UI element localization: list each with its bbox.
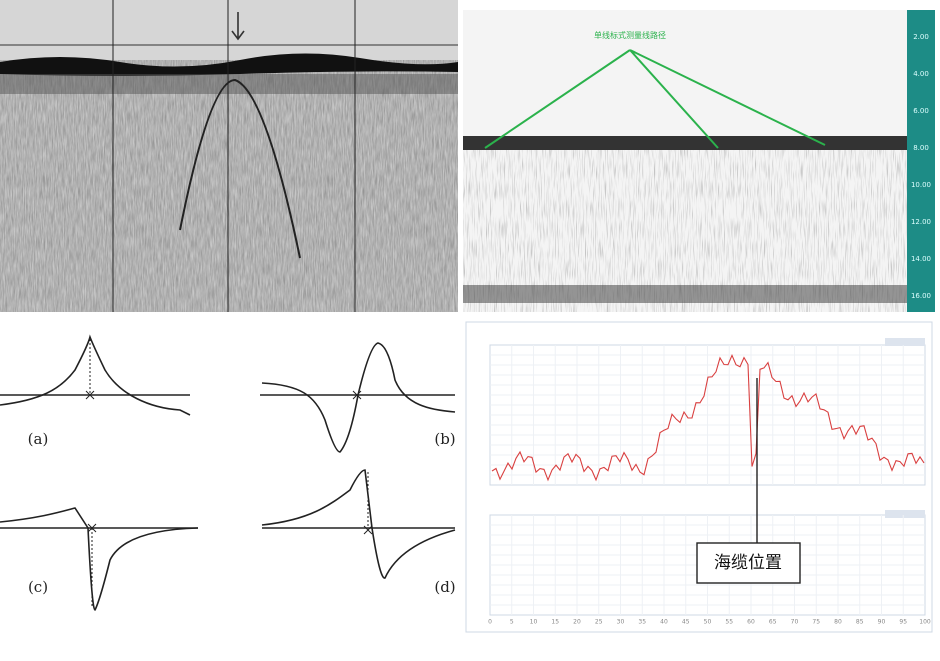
x-tick-label: 35 [638, 619, 646, 626]
x-tick-label: 75 [812, 619, 820, 626]
x-tick-label: 15 [551, 619, 559, 626]
x-tick-label: 10 [530, 619, 538, 626]
x-tick-label: 70 [791, 619, 799, 626]
marker-label: 海缆位置 [714, 553, 782, 573]
sonar-right: 单线标式测量线路径 2.00 4.00 6.00 8.00 10.00 12.00 14.0… [463, 10, 935, 312]
sonar-left [0, 0, 458, 312]
x-tick-label: 30 [617, 619, 625, 626]
x-tick-label: 50 [704, 619, 712, 626]
x-tick-label: 65 [769, 619, 777, 626]
x-tick-label: 60 [747, 619, 755, 626]
depth-label: 6.00 [913, 107, 929, 115]
panel-label: (a) [28, 430, 49, 448]
cable-chart: 海缆位置 0 5 10 15 20 25 30 35 40 45 50 55 60 65 70 75 80 85 9… [465, 321, 933, 633]
panel-label: (b) [434, 430, 455, 448]
waveforms: (a) (b) (c) (d) [0, 334, 456, 611]
x-tick-label: 5 [510, 619, 514, 626]
depth-label: 4.00 [913, 70, 929, 78]
x-tick-label: 0 [488, 619, 492, 626]
x-tick-label: 90 [878, 619, 886, 626]
x-tick-label: 55 [725, 619, 733, 626]
panel-label: (d) [434, 578, 455, 596]
signal-line [491, 354, 925, 482]
depth-label: 10.00 [911, 181, 931, 189]
depth-label: 8.00 [913, 144, 929, 152]
depth-label: 16.00 [911, 292, 931, 300]
x-tick-label: 80 [834, 619, 842, 626]
panel-label: (c) [28, 578, 48, 596]
depth-label: 2.00 [913, 33, 929, 41]
x-tick-label: 20 [573, 619, 581, 626]
depth-label: 12.00 [911, 218, 931, 226]
x-tick-label: 45 [682, 619, 690, 626]
x-tick-label: 100 [919, 619, 931, 626]
depth-label: 14.00 [911, 255, 931, 263]
x-tick-label: 25 [595, 619, 603, 626]
annotation: 单线标式测量线路径 [594, 30, 666, 40]
x-tick-label: 40 [660, 619, 668, 626]
x-tick-label: 85 [856, 619, 864, 626]
x-tick-label: 95 [899, 619, 907, 626]
